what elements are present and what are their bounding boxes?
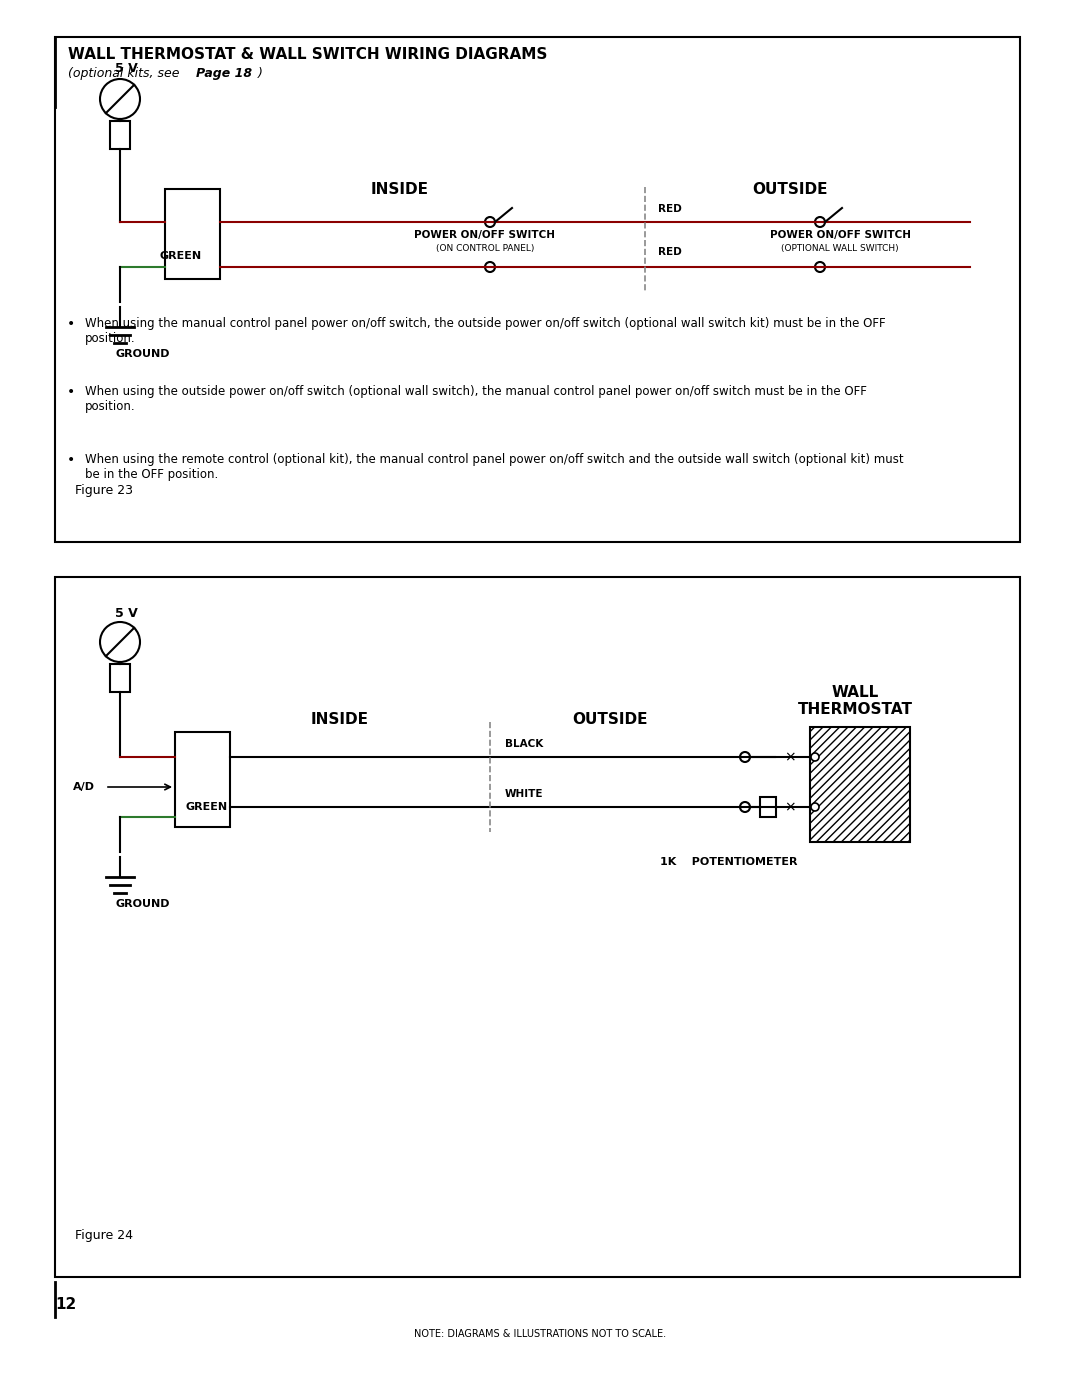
- Text: (OPTIONAL WALL SWITCH): (OPTIONAL WALL SWITCH): [781, 244, 899, 253]
- Text: 12: 12: [55, 1296, 77, 1312]
- Circle shape: [740, 752, 750, 761]
- Text: OUTSIDE: OUTSIDE: [753, 182, 827, 197]
- Circle shape: [815, 263, 825, 272]
- Text: GREEN: GREEN: [185, 802, 227, 812]
- Text: (optional kits, see: (optional kits, see: [68, 67, 184, 80]
- Text: GROUND: GROUND: [114, 349, 170, 359]
- Bar: [55, 36, 1020, 542]
- Text: When using the manual control panel power on/off switch, the outside power on/of: When using the manual control panel powe…: [85, 317, 886, 345]
- Circle shape: [485, 217, 495, 226]
- Text: 1K    POTENTIOMETER: 1K POTENTIOMETER: [660, 856, 797, 868]
- Text: RED: RED: [658, 204, 681, 214]
- Bar: [165, 189, 220, 279]
- Text: INSIDE: INSIDE: [311, 712, 369, 726]
- Bar: [110, 664, 130, 692]
- Text: ): ): [258, 67, 262, 80]
- Text: •: •: [67, 386, 76, 400]
- Text: (ON CONTROL PANEL): (ON CONTROL PANEL): [436, 244, 535, 253]
- Bar: [55, 577, 1020, 1277]
- Text: WHITE: WHITE: [505, 789, 543, 799]
- Text: INSIDE: INSIDE: [372, 182, 429, 197]
- Circle shape: [815, 217, 825, 226]
- Circle shape: [811, 753, 819, 761]
- Text: Figure 23: Figure 23: [75, 483, 133, 497]
- Text: •: •: [67, 317, 76, 331]
- Text: A/D: A/D: [73, 782, 95, 792]
- Bar: [760, 798, 777, 817]
- Circle shape: [811, 803, 819, 812]
- Text: BLACK: BLACK: [505, 739, 543, 749]
- Bar: [810, 726, 910, 842]
- Text: When using the outside power on/off switch (optional wall switch), the manual co: When using the outside power on/off swit…: [85, 386, 867, 414]
- Bar: [175, 732, 230, 827]
- Text: WALL THERMOSTAT & WALL SWITCH WIRING DIAGRAMS: WALL THERMOSTAT & WALL SWITCH WIRING DIA…: [68, 47, 548, 61]
- Text: ×: ×: [784, 750, 796, 764]
- Text: POWER ON/OFF SWITCH: POWER ON/OFF SWITCH: [769, 231, 910, 240]
- Circle shape: [485, 263, 495, 272]
- Text: ×: ×: [784, 800, 796, 814]
- Text: 5 V: 5 V: [114, 61, 138, 75]
- Text: GROUND: GROUND: [114, 900, 170, 909]
- Bar: [110, 122, 130, 149]
- Text: WALL
THERMOSTAT: WALL THERMOSTAT: [797, 685, 913, 717]
- Text: •: •: [67, 453, 76, 467]
- Text: RED: RED: [658, 247, 681, 257]
- Text: GREEN: GREEN: [160, 251, 202, 261]
- Text: 5 V: 5 V: [114, 608, 138, 620]
- Text: POWER ON/OFF SWITCH: POWER ON/OFF SWITCH: [415, 231, 555, 240]
- Text: Page 18: Page 18: [195, 67, 252, 80]
- Circle shape: [740, 802, 750, 812]
- Text: OUTSIDE: OUTSIDE: [572, 712, 648, 726]
- Text: When using the remote control (optional kit), the manual control panel power on/: When using the remote control (optional …: [85, 453, 904, 481]
- Text: Figure 24: Figure 24: [75, 1229, 133, 1242]
- Text: NOTE: DIAGRAMS & ILLUSTRATIONS NOT TO SCALE.: NOTE: DIAGRAMS & ILLUSTRATIONS NOT TO SC…: [414, 1329, 666, 1338]
